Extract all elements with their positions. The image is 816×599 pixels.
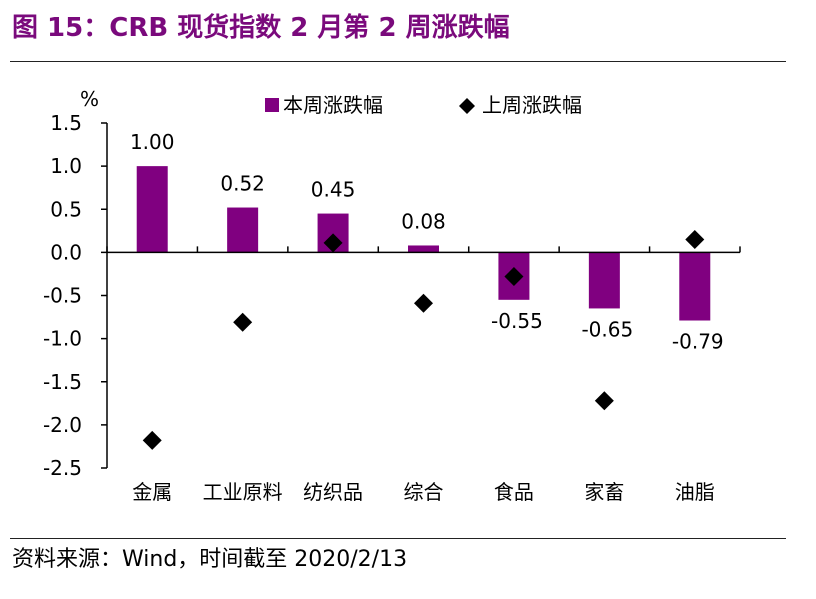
top-rule xyxy=(10,61,786,62)
y-tick-label: -1.5 xyxy=(43,370,82,394)
marker-油脂 xyxy=(685,229,705,249)
bar-综合 xyxy=(408,245,439,253)
x-category-label: 金属 xyxy=(132,480,172,504)
legend-diamond-marker xyxy=(459,98,475,114)
x-category-label: 油脂 xyxy=(675,480,715,504)
legend-marker-label: 上周涨跌幅 xyxy=(482,93,582,117)
bar-series xyxy=(136,166,711,321)
bar-value-label: -0.55 xyxy=(491,309,543,333)
y-axis-unit: % xyxy=(80,87,99,111)
y-tick-label: -0.5 xyxy=(43,284,82,308)
marker-工业原料 xyxy=(233,312,253,332)
y-tick-label: 1.0 xyxy=(50,154,82,178)
bar-value-label: -0.79 xyxy=(672,330,724,354)
marker-纺织品 xyxy=(323,233,343,253)
marker-食品 xyxy=(504,267,524,287)
legend: 本周涨跌幅 上周涨跌幅 xyxy=(265,93,582,117)
figure-title: 图 15：CRB 现货指数 2 月第 2 周涨跌幅 xyxy=(12,13,510,43)
x-tick-labels: 金属 工业原料 纺织品 综合 食品 家畜 油脂 xyxy=(132,480,715,504)
bar-油脂 xyxy=(679,252,711,321)
marker-家畜 xyxy=(594,391,614,411)
x-axis xyxy=(106,246,741,254)
y-tick-label: 1.5 xyxy=(50,111,82,135)
bar-data-labels: 1.00 0.52 0.45 0.08 -0.55 -0.65 -0.79 xyxy=(130,130,724,353)
bottom-rule xyxy=(10,538,786,539)
bar-chart: % 本周涨跌幅 上周涨跌幅 1.5 1.0 0.5 0.0 -0.5 -1.0 -1.5 -2… xyxy=(43,87,741,504)
bar-value-label: 0.08 xyxy=(401,209,446,233)
legend-bar-swatch xyxy=(265,98,279,112)
y-tick-label: 0.0 xyxy=(50,240,82,264)
bar-value-label: 1.00 xyxy=(130,130,175,154)
x-category-label: 家畜 xyxy=(584,480,624,504)
x-category-label: 工业原料 xyxy=(203,480,283,504)
x-category-label: 综合 xyxy=(404,480,444,504)
x-category-label: 纺织品 xyxy=(303,480,363,504)
bar-value-label: -0.65 xyxy=(581,317,633,341)
bar-value-label: 0.52 xyxy=(220,172,265,196)
y-axis: 1.5 1.0 0.5 0.0 -0.5 -1.0 -1.5 -2.0 -2.5 xyxy=(43,111,108,480)
y-tick-label: -2.0 xyxy=(43,413,82,437)
y-tick-label: -1.0 xyxy=(43,327,82,351)
marker-综合 xyxy=(414,293,433,313)
marker-金属 xyxy=(142,430,162,450)
bar-工业原料 xyxy=(227,207,259,253)
bar-家畜 xyxy=(588,252,620,309)
bar-value-label: 0.45 xyxy=(311,178,356,202)
legend-bar-label: 本周涨跌幅 xyxy=(283,93,383,117)
y-tick-label: 0.5 xyxy=(50,197,82,221)
bar-金属 xyxy=(136,166,168,253)
x-category-label: 食品 xyxy=(494,480,534,504)
marker-series xyxy=(142,229,705,450)
source-note: 资料来源：Wind，时间截至 2020/2/13 xyxy=(12,547,408,572)
y-tick-label: -2.5 xyxy=(43,456,82,480)
